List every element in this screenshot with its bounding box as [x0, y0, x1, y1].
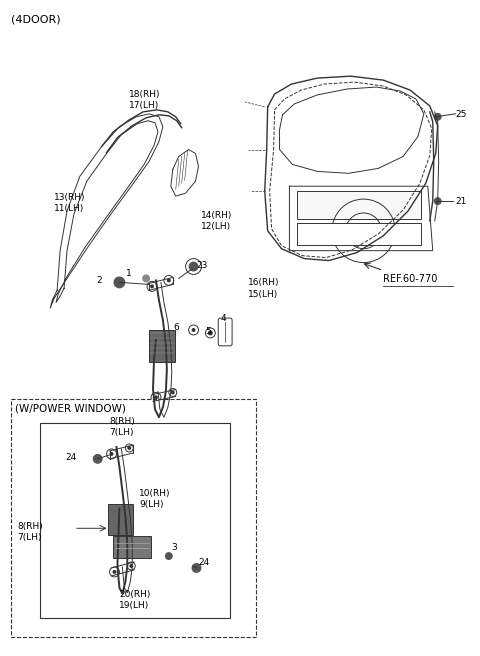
Text: (W/POWER WINDOW): (W/POWER WINDOW): [14, 403, 125, 413]
Text: 4: 4: [220, 314, 226, 323]
Circle shape: [434, 113, 442, 121]
Circle shape: [93, 454, 103, 464]
Text: 20(RH)
19(LH): 20(RH) 19(LH): [120, 590, 151, 610]
Text: 6: 6: [173, 323, 179, 332]
FancyBboxPatch shape: [218, 318, 232, 346]
Circle shape: [208, 331, 213, 335]
Bar: [149, 330, 175, 361]
Circle shape: [150, 284, 154, 289]
Text: 10(RH)
9(LH): 10(RH) 9(LH): [139, 489, 171, 509]
Circle shape: [129, 564, 133, 568]
Circle shape: [109, 452, 113, 456]
Text: 21: 21: [456, 197, 467, 206]
Text: (4DOOR): (4DOOR): [11, 14, 60, 25]
Circle shape: [434, 197, 442, 205]
Bar: [108, 504, 133, 535]
Circle shape: [154, 396, 158, 400]
Bar: [113, 536, 151, 558]
Circle shape: [113, 276, 125, 289]
Text: 14(RH)
12(LH): 14(RH) 12(LH): [201, 211, 232, 231]
Text: 18(RH)
17(LH): 18(RH) 17(LH): [129, 90, 161, 110]
Bar: [297, 191, 421, 219]
Circle shape: [358, 225, 370, 237]
Text: 24: 24: [199, 558, 210, 567]
Circle shape: [142, 274, 150, 282]
Text: 1: 1: [126, 268, 131, 277]
Circle shape: [167, 278, 171, 282]
Bar: [297, 223, 421, 245]
Bar: [40, 423, 230, 617]
Bar: [11, 400, 256, 638]
Text: 16(RH)
15(LH): 16(RH) 15(LH): [248, 278, 279, 298]
Text: 5: 5: [205, 327, 211, 336]
Circle shape: [165, 552, 173, 560]
Text: REF.60-770: REF.60-770: [384, 274, 438, 285]
Text: 24: 24: [66, 453, 77, 462]
Circle shape: [171, 390, 175, 394]
Circle shape: [112, 570, 117, 574]
Circle shape: [127, 446, 131, 450]
Text: 25: 25: [456, 110, 467, 119]
Text: 13(RH)
11(LH): 13(RH) 11(LH): [54, 193, 85, 213]
Text: 8(RH)
7(LH): 8(RH) 7(LH): [18, 522, 43, 543]
Circle shape: [192, 328, 195, 332]
Text: 2: 2: [96, 276, 102, 285]
Text: 3: 3: [171, 543, 177, 552]
Circle shape: [192, 563, 202, 573]
Circle shape: [189, 262, 199, 272]
Text: 23: 23: [196, 260, 208, 270]
Text: 8(RH)
7(LH): 8(RH) 7(LH): [109, 417, 135, 438]
